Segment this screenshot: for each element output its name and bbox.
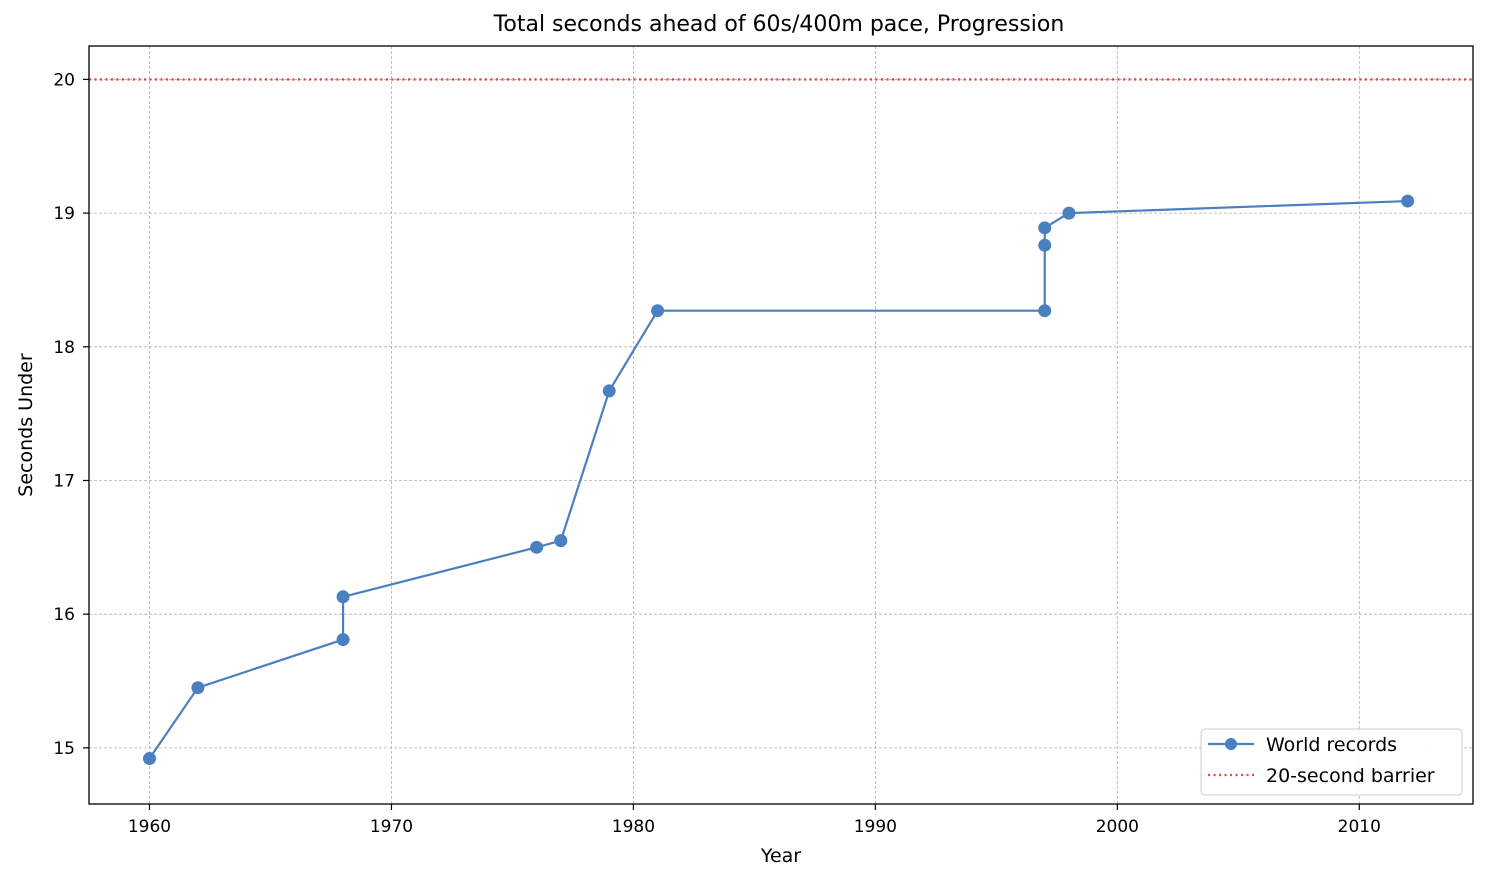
x-tick-label: 1980 — [612, 817, 655, 837]
y-tick-label: 18 — [53, 338, 75, 358]
data-point — [191, 681, 205, 695]
data-point — [1062, 206, 1076, 220]
data-point — [1038, 221, 1052, 235]
grid-lines — [89, 46, 1473, 804]
y-axis-ticks: 15 16 17 18 19 20 — [53, 70, 89, 759]
x-tick-label: 2010 — [1338, 817, 1381, 837]
y-tick-label: 15 — [53, 739, 75, 759]
data-point — [602, 384, 616, 398]
legend-box — [1200, 728, 1463, 796]
y-tick-label: 16 — [53, 605, 75, 625]
x-axis-label: Year — [760, 845, 801, 867]
x-tick-label: 1970 — [370, 817, 413, 837]
data-point — [1038, 304, 1052, 318]
x-tick-label: 1960 — [128, 817, 171, 837]
series-line-world-records — [148, 199, 1408, 760]
data-point — [1038, 238, 1052, 252]
legend-label-barrier: 20-second barrier — [1266, 765, 1435, 787]
y-tick-label: 20 — [53, 70, 75, 90]
y-tick-label: 19 — [53, 204, 75, 224]
x-tick-label: 1990 — [854, 817, 897, 837]
chart-title: Total seconds ahead of 60s/400m pace, Pr… — [493, 12, 1065, 37]
legend-marker-world-records — [1225, 738, 1237, 750]
y-axis-label: Seconds Under — [15, 353, 37, 497]
legend: World records 20-second barrier — [1200, 728, 1463, 796]
legend-label-world-records: World records — [1266, 734, 1397, 756]
data-point — [554, 534, 568, 548]
data-point — [530, 540, 544, 554]
series-layer — [142, 194, 1415, 766]
data-point — [336, 633, 350, 647]
x-tick-label: 2000 — [1096, 817, 1139, 837]
data-point — [651, 304, 665, 318]
data-point — [1401, 194, 1415, 208]
plot-frame — [88, 45, 1474, 805]
data-point — [142, 752, 156, 766]
data-point — [336, 590, 350, 604]
x-axis-ticks: 1960 1970 1980 1990 2000 2010 — [128, 804, 1381, 837]
y-tick-label: 17 — [53, 471, 75, 491]
